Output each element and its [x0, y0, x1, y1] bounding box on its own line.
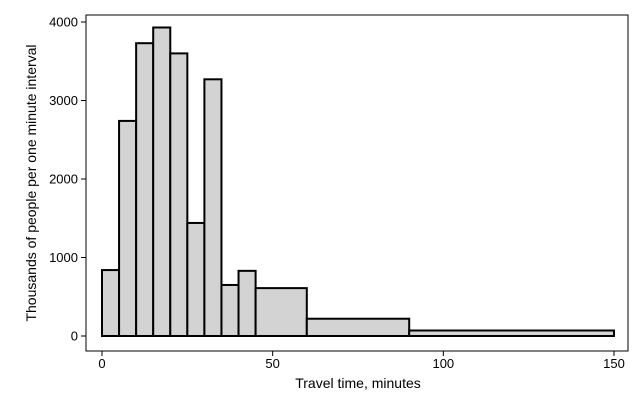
histogram-bar: [186, 221, 206, 338]
y-axis: 0 1000 2000 3000 4000: [49, 15, 86, 344]
y-tick-label: 1000: [49, 250, 78, 265]
histogram-bar: [254, 287, 308, 337]
histogram-bar: [152, 26, 172, 338]
y-axis-title: Thousands of people per one minute inter…: [23, 44, 39, 321]
histogram-bar: [135, 42, 155, 337]
histogram-bar: [408, 329, 616, 338]
histogram-bar: [118, 119, 138, 337]
x-tick-label: 100: [432, 356, 454, 371]
histogram-bar: [305, 317, 411, 338]
y-tick-label: 2000: [49, 172, 78, 187]
bars-group: [101, 26, 616, 338]
y-tick-label: 0: [71, 329, 78, 344]
x-tick-label: 50: [265, 356, 279, 371]
histogram-bar: [203, 78, 223, 338]
histogram-bar: [220, 283, 240, 338]
histogram-bar: [237, 269, 257, 337]
plot-frame: [85, 14, 629, 352]
x-tick-label: 150: [603, 356, 625, 371]
x-tick-label: 0: [98, 356, 105, 371]
x-axis: 0 50 100 150: [98, 351, 625, 371]
y-tick-label: 3000: [49, 93, 78, 108]
histogram-bar: [101, 269, 121, 337]
x-axis-title: Travel time, minutes: [295, 375, 421, 391]
histogram-bar: [169, 52, 189, 338]
y-tick-label: 4000: [49, 15, 78, 30]
